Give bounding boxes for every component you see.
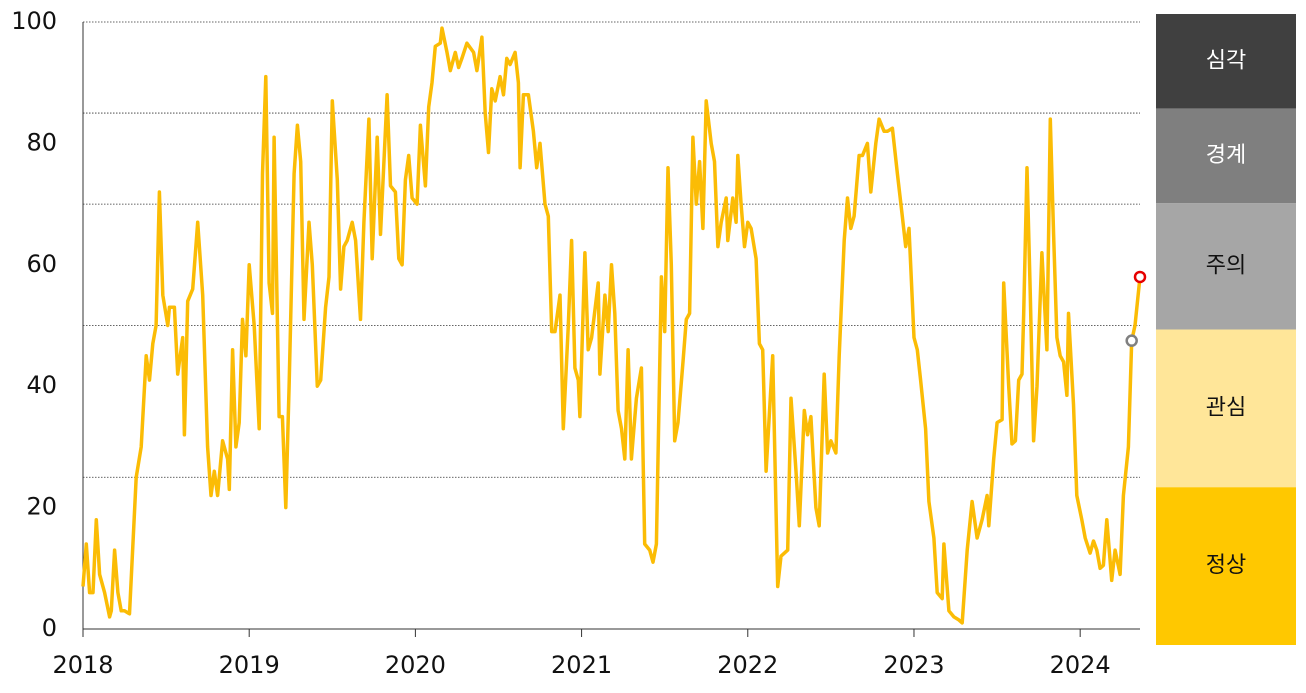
y-tick-label: 40: [26, 371, 57, 399]
band-box: [1156, 329, 1296, 488]
data-line: [81, 26, 1142, 625]
band-label: 주의: [1206, 253, 1246, 278]
x-tick-label: 2023: [883, 651, 944, 679]
y-tick-label: 80: [26, 128, 57, 156]
x-tick-label: 2020: [385, 651, 446, 679]
x-tick-label: 2019: [219, 651, 280, 679]
y-tick-label: 100: [11, 7, 57, 35]
point-marker: [1133, 270, 1147, 284]
y-tick-label: 0: [42, 614, 57, 642]
band-label: 정상: [1206, 553, 1246, 578]
band-label: 경계: [1206, 143, 1246, 168]
band-box: [1156, 108, 1296, 204]
band-label: 심각: [1206, 48, 1246, 73]
x-tick-label: 2024: [1050, 651, 1111, 679]
band-label: 관심: [1206, 395, 1246, 420]
band-box: [1156, 487, 1296, 645]
x-tick-label: 2018: [52, 651, 113, 679]
y-tick-label: 60: [26, 250, 57, 278]
band-box: [1156, 14, 1296, 109]
point-marker: [1125, 334, 1138, 347]
x-tick-label: 2021: [551, 651, 612, 679]
y-tick-label: 20: [26, 493, 57, 521]
x-tick-label: 2022: [717, 651, 778, 679]
band-box: [1156, 203, 1296, 330]
